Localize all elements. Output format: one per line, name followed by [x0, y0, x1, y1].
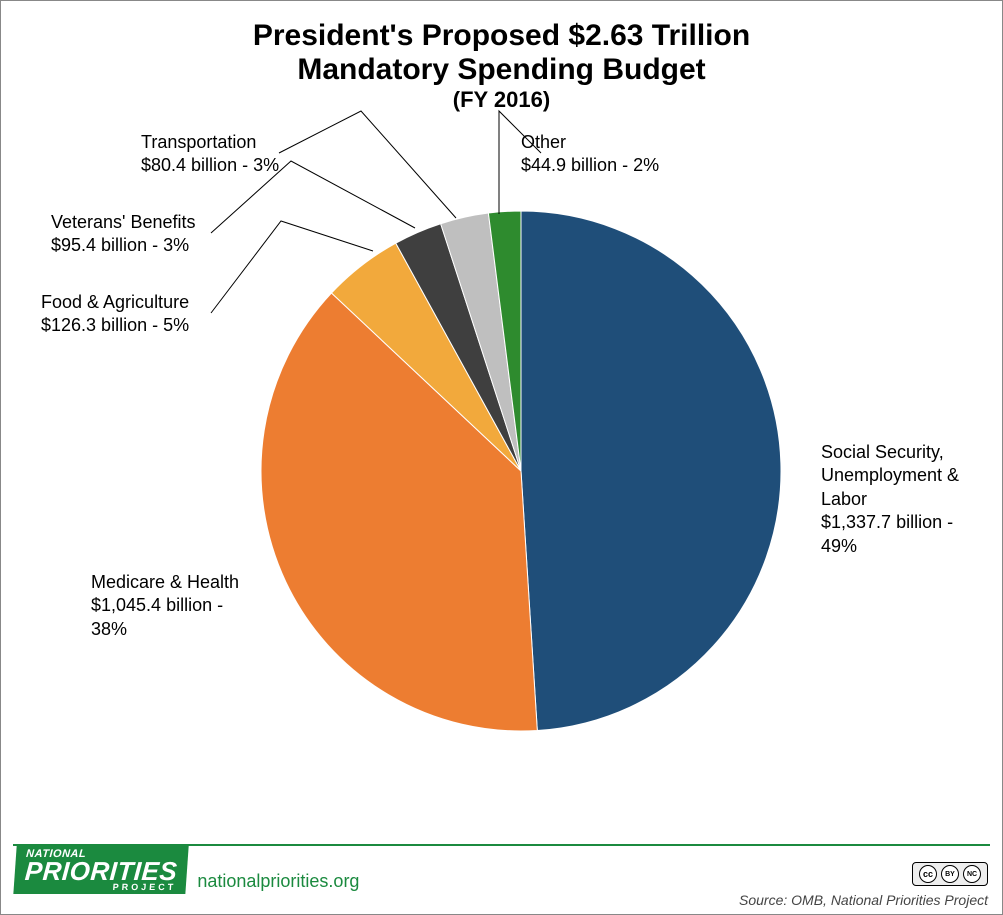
slice-label: Food & Agriculture $126.3 billion - 5%: [41, 291, 189, 338]
title-line-2: Mandatory Spending Budget: [1, 53, 1002, 87]
cc-nc-icon: NC: [963, 865, 981, 883]
source-text: Source: OMB, National Priorities Project: [739, 892, 988, 908]
title-subtitle: (FY 2016): [1, 87, 1002, 113]
slice-label: Social Security, Unemployment & Labor $1…: [821, 441, 959, 558]
cc-badge: cc BY NC: [912, 862, 988, 886]
title-line-1: President's Proposed $2.63 Trillion: [1, 19, 1002, 53]
chart-title-block: President's Proposed $2.63 Trillion Mand…: [1, 1, 1002, 113]
pie-chart: Social Security, Unemployment & Labor $1…: [1, 141, 1003, 821]
pie-slice: [521, 211, 781, 730]
cc-icon: cc: [919, 865, 937, 883]
slice-label: Other $44.9 billion - 2%: [521, 131, 659, 178]
slice-label: Transportation $80.4 billion - 3%: [141, 131, 279, 178]
npp-logo: NATIONAL PRIORITIES PROJECT: [13, 846, 189, 894]
site-link[interactable]: nationalpriorities.org: [197, 871, 359, 894]
slice-label: Veterans' Benefits $95.4 billion - 3%: [51, 211, 196, 258]
cc-by-icon: BY: [941, 865, 959, 883]
logo-block: NATIONAL PRIORITIES PROJECT nationalprio…: [15, 846, 359, 894]
logo-line2: PRIORITIES: [24, 860, 178, 883]
logo-tag: PROJECT: [112, 883, 176, 891]
footer: NATIONAL PRIORITIES PROJECT nationalprio…: [1, 844, 1002, 914]
slice-label: Medicare & Health $1,045.4 billion - 38%: [91, 571, 239, 641]
